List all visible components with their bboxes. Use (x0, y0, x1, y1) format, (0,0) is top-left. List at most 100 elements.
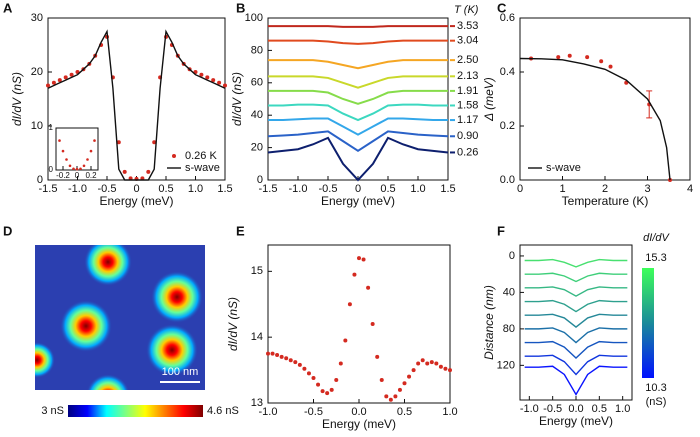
data-point (46, 83, 50, 88)
data-point (316, 382, 321, 387)
y-tick-label: 0 (37, 174, 43, 186)
scale-bar-label: 100 nm (162, 366, 199, 378)
legend-label: 0.90 (457, 130, 478, 142)
x-tick-label: 0 (75, 171, 80, 180)
series-line (519, 57, 671, 181)
x-tick-label: -0.5 (319, 183, 338, 195)
x-tick-label: 1.0 (615, 403, 630, 415)
plot-frame (267, 17, 449, 181)
y-tick-label: 80 (503, 323, 515, 335)
colorbar (68, 405, 203, 417)
x-tick-label: -1.0 (520, 403, 539, 415)
legend-label: 2.13 (457, 70, 478, 82)
x-axis-label: Temperature (K) (562, 194, 649, 208)
y-tick-label: 14 (251, 331, 263, 343)
series-line (268, 103, 448, 122)
series-line (268, 39, 448, 45)
data-point (51, 80, 56, 85)
data-point (211, 78, 216, 83)
x-tick-label: -0.5 (98, 183, 117, 195)
plot-frame (519, 17, 691, 181)
y-tick-label: 100 (245, 12, 263, 24)
series-line (524, 327, 628, 344)
plot-frame (519, 244, 633, 401)
data-point (379, 377, 384, 382)
colorbar-tick: 10.3 (645, 382, 666, 394)
data-point (266, 351, 270, 356)
y-tick-label: 0.0 (500, 174, 515, 186)
data-point (61, 149, 65, 153)
data-point (82, 164, 86, 168)
panel: -1.5 -1.0 -0.5 0 0.5 1.0 1.5 0 20 40 60 80 100 Energy… (230, 4, 479, 208)
data-point (567, 53, 572, 58)
data-point (79, 167, 82, 171)
series-line (524, 286, 628, 297)
colorbar-tick: 15.3 (645, 252, 666, 264)
x-tick-label: 0.0 (568, 403, 583, 415)
data-point (384, 394, 389, 399)
data-point (279, 354, 284, 359)
x-axis-label: Energy (meV) (99, 194, 173, 208)
data-point (68, 164, 72, 168)
legend-title: T (K) (454, 4, 479, 16)
data-point (388, 397, 393, 402)
data-point (329, 387, 334, 392)
x-tick-label: 1.0 (410, 183, 425, 195)
data-point (297, 362, 302, 367)
data-point (375, 354, 380, 359)
image-panel: 100 nm 3 nS 4.6 nS (41, 366, 239, 417)
series-line (47, 29, 226, 181)
y-tick-label: 120 (497, 359, 515, 371)
x-axis-label: Energy (meV) (539, 414, 613, 428)
y-tick-label: 20 (31, 66, 43, 78)
x-tick-label: 0.5 (380, 183, 395, 195)
legend-label: 1.58 (457, 99, 478, 111)
x-axis-label: Energy (meV) (321, 194, 395, 208)
y-tick-label: 0.2 (500, 120, 515, 132)
data-point (72, 167, 75, 171)
x-tick-label: -1.0 (289, 183, 308, 195)
data-point (223, 83, 227, 88)
y-tick-label: 40 (251, 109, 263, 121)
data-point (93, 139, 96, 142)
x-tick-label: 4 (687, 183, 693, 195)
x-tick-label: 3 (644, 183, 650, 195)
x-tick-label: 1.5 (440, 183, 455, 195)
series-line (268, 117, 448, 136)
data-point (116, 140, 121, 145)
y-tick-label: 0 (509, 250, 515, 262)
series-line (524, 354, 628, 376)
data-point (122, 169, 127, 174)
colorbar (642, 268, 654, 378)
data-point (357, 256, 361, 261)
x-tick-label: -0.5 (304, 406, 323, 418)
colorbar-title: dI/dV (643, 232, 670, 244)
data-point (199, 72, 204, 77)
y-axis-label: dI/dV (nS) (226, 297, 240, 351)
colorbar-unit: (nS) (646, 396, 667, 408)
data-point (366, 285, 371, 290)
data-point (205, 75, 210, 80)
data-point (75, 167, 79, 171)
data-point (284, 356, 289, 361)
series-line (524, 258, 628, 268)
panel-letter: E (236, 223, 245, 238)
data-point (146, 169, 151, 174)
panel: 0 1 2 3 4 0.0 0.2 0.4 0.6 Temperature (K) Δ (meV) s… (482, 12, 693, 208)
legend-label: 1.17 (457, 114, 478, 126)
x-tick-label: 1.0 (442, 406, 457, 418)
y-tick-label: 0.4 (500, 66, 515, 78)
y-tick-label: 20 (251, 142, 263, 154)
data-point (370, 322, 375, 326)
x-tick-label: 0 (133, 183, 139, 195)
panel-letter: B (236, 0, 245, 15)
data-point (416, 361, 421, 366)
data-point (320, 389, 325, 394)
x-tick-label: 1.0 (188, 183, 203, 195)
plot-frame (55, 127, 99, 171)
data-point (434, 361, 439, 366)
y-tick-label: 0 (49, 165, 54, 174)
